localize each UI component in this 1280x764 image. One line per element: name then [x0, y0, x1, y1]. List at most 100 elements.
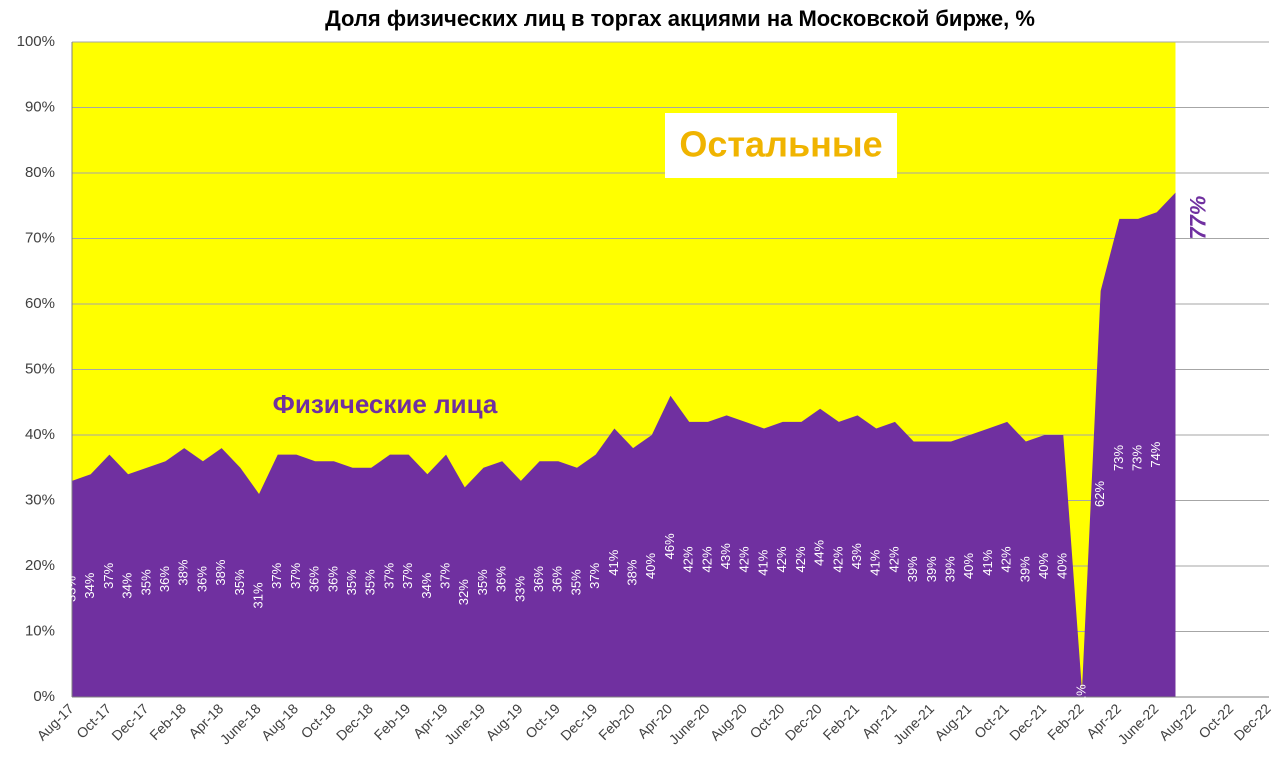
x-tick-label: Oct-22 — [1195, 700, 1236, 741]
value-label: 31% — [250, 582, 265, 608]
x-tick-label: June-21 — [890, 700, 937, 747]
value-label: 42% — [830, 546, 845, 572]
x-tick-label: June-20 — [666, 700, 713, 747]
x-tick-label: Feb-18 — [146, 700, 189, 743]
value-label: 42% — [737, 546, 752, 572]
value-label: 40% — [643, 553, 658, 579]
value-label: 42% — [699, 546, 714, 572]
value-label: 41% — [868, 549, 883, 575]
value-label: 37% — [400, 562, 415, 588]
value-label: 74% — [1148, 441, 1163, 467]
value-label: 41% — [755, 549, 770, 575]
value-label: 36% — [325, 566, 340, 592]
y-tick-label: 100% — [17, 33, 55, 50]
value-label: 38% — [625, 559, 640, 585]
x-tick-label: Dec-19 — [557, 700, 600, 743]
value-label: 39% — [1017, 556, 1032, 582]
value-label: 46% — [662, 533, 677, 559]
value-label: 40% — [1036, 553, 1051, 579]
value-label: 34% — [82, 572, 97, 598]
x-tick-label: Oct-21 — [971, 700, 1012, 741]
value-label: 42% — [886, 546, 901, 572]
value-label: 37% — [288, 562, 303, 588]
value-label: 39% — [905, 556, 920, 582]
value-label: 33% — [63, 575, 78, 601]
x-tick-label: Feb-21 — [820, 700, 863, 743]
series-label: Физические лица — [273, 389, 498, 419]
y-tick-label: 80% — [25, 164, 55, 181]
value-label: 36% — [307, 566, 322, 592]
value-label: 35% — [138, 569, 153, 595]
value-label: 34% — [419, 572, 434, 598]
value-label: 33% — [512, 575, 527, 601]
value-label: 39% — [924, 556, 939, 582]
value-label: 36% — [494, 566, 509, 592]
value-label: 42% — [774, 546, 789, 572]
x-tick-label: Dec-22 — [1231, 700, 1274, 743]
value-label: 35% — [568, 569, 583, 595]
value-label: 34% — [120, 572, 135, 598]
value-label: 1% — [1073, 684, 1088, 703]
value-label: 42% — [999, 546, 1014, 572]
x-tick-label: Oct-18 — [298, 700, 339, 741]
x-tick-label: June-19 — [441, 700, 488, 747]
x-tick-label: Aug-22 — [1156, 700, 1199, 743]
value-label: 42% — [793, 546, 808, 572]
value-label: 43% — [718, 543, 733, 569]
value-label: 73% — [1111, 444, 1126, 470]
value-label: 37% — [587, 562, 602, 588]
value-label: 35% — [232, 569, 247, 595]
x-tick-label: Aug-21 — [931, 700, 974, 743]
value-label: 32% — [456, 579, 471, 605]
label-box — [665, 113, 897, 178]
x-tick-label: Aug-18 — [258, 700, 301, 743]
x-tick-label: Oct-19 — [522, 700, 563, 741]
chart-title: Доля физических лиц в торгах акциями на … — [325, 6, 1035, 31]
y-tick-label: 30% — [25, 491, 55, 508]
y-tick-label: 10% — [25, 622, 55, 639]
y-tick-label: 40% — [25, 426, 55, 443]
x-tick-label: Dec-21 — [1006, 700, 1049, 743]
value-label: 40% — [1055, 553, 1070, 579]
value-label: 37% — [381, 562, 396, 588]
x-tick-label: Dec-18 — [333, 700, 376, 743]
x-tick-label: Feb-20 — [595, 700, 638, 743]
x-tick-label: Aug-17 — [33, 700, 76, 743]
value-label: 40% — [961, 553, 976, 579]
value-label: 35% — [363, 569, 378, 595]
y-tick-label: 70% — [25, 229, 55, 246]
value-label: 62% — [1092, 481, 1107, 507]
y-tick-label: 20% — [25, 557, 55, 574]
area-series — [72, 192, 1176, 697]
value-label: 36% — [194, 566, 209, 592]
value-label: 38% — [213, 559, 228, 585]
x-tick-label: Dec-17 — [108, 700, 151, 743]
x-tick-label: Oct-17 — [73, 700, 114, 741]
value-label: 77% — [1185, 196, 1210, 240]
value-label: 35% — [344, 569, 359, 595]
x-tick-label: Feb-22 — [1044, 700, 1087, 743]
value-label: 44% — [812, 539, 827, 565]
value-label: 36% — [550, 566, 565, 592]
x-tick-label: Aug-19 — [482, 700, 525, 743]
value-label: 35% — [475, 569, 490, 595]
x-tick-label: June-18 — [217, 700, 264, 747]
value-label: 41% — [606, 549, 621, 575]
value-label: 37% — [269, 562, 284, 588]
value-label: 37% — [438, 562, 453, 588]
value-label: 38% — [176, 559, 191, 585]
y-tick-label: 0% — [33, 688, 55, 705]
value-label: 41% — [980, 549, 995, 575]
series-label: Остальные — [679, 124, 882, 165]
x-tick-label: Feb-19 — [371, 700, 414, 743]
y-tick-label: 90% — [25, 98, 55, 115]
value-label: 36% — [531, 566, 546, 592]
value-label: 73% — [1130, 444, 1145, 470]
x-tick-label: Dec-20 — [782, 700, 825, 743]
value-label: 36% — [157, 566, 172, 592]
value-label: 43% — [849, 543, 864, 569]
x-tick-label: Oct-20 — [746, 700, 787, 741]
value-label: 39% — [942, 556, 957, 582]
y-tick-label: 60% — [25, 295, 55, 312]
